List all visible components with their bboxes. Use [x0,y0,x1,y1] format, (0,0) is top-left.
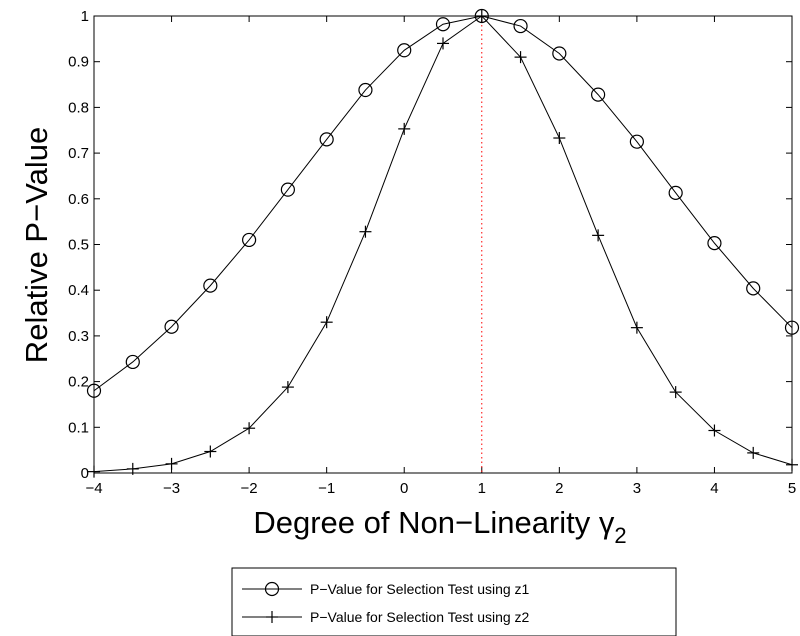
legend-item: P−Value for Selection Test using z2 [242,609,530,625]
data-point-circle [552,46,567,61]
y-tick-label: 0.3 [68,328,89,345]
data-point-circle [435,17,451,32]
x-tick-label: 4 [710,480,718,497]
y-tick-label: 0.2 [68,374,89,391]
x-axis-title-subscript: 2 [614,523,626,548]
x-axis-title-text: Degree of Non−Linearity γ [253,505,615,540]
data-point-circle [125,354,140,370]
y-axis-title: Relative P−Value [19,127,54,363]
data-point-plus [669,386,682,399]
data-point-circle [242,232,257,248]
data-point-plus [88,465,100,478]
y-tick-label: 1 [81,8,89,25]
data-point-circle [264,581,280,597]
data-point-circle [358,82,373,98]
plot-frame [93,15,793,474]
series-line [93,15,793,473]
series-1 [86,8,800,398]
x-tick-label: 2 [555,480,563,497]
data-point-circle [319,132,334,147]
data-point-plus [320,316,333,329]
data-point-circle [707,236,722,251]
data-point-plus [359,225,372,238]
data-point-circle [86,383,102,398]
data-point-circle [784,320,800,335]
x-tick-label: −1 [318,480,335,497]
data-point-plus [281,381,294,394]
series-2 [88,10,798,478]
series-line [93,15,793,392]
y-tick-label: 0.5 [68,237,89,254]
data-point-circle [591,87,606,102]
data-point-circle [397,43,412,58]
x-tick-label: −2 [241,480,258,497]
data-point-circle [474,8,489,24]
data-point-plus [243,422,256,435]
data-point-plus [204,445,217,458]
data-point-plus [592,229,605,242]
y-tick-label: 0.1 [68,419,89,436]
data-point-plus [630,321,643,334]
y-tick-label: 0 [81,465,89,482]
data-point-plus [437,37,449,50]
x-tick-label: 0 [400,480,408,497]
data-point-circle [668,185,683,200]
x-tick-label: −3 [163,480,180,497]
data-point-circle [203,278,218,293]
data-point-circle [164,319,179,334]
x-tick-label: 3 [633,480,641,497]
data-point-circle [746,281,761,296]
x-tick-label: −4 [85,480,102,497]
data-point-plus [786,458,798,471]
y-tick-label: 0.4 [68,282,89,299]
legend-box [231,567,677,636]
data-point-plus [266,611,278,623]
y-tick-label: 0.7 [68,145,89,162]
data-point-plus [165,457,178,470]
legend-label: P−Value for Selection Test using z1 [310,581,530,597]
data-point-circle [513,18,528,34]
x-tick-label: 5 [788,480,796,497]
data-point-plus [553,132,566,145]
y-tick-label: 0.9 [68,54,89,71]
data-point-circle [629,134,644,149]
y-tick-label: 0.6 [68,191,89,208]
data-point-plus [514,51,527,64]
x-axis-title: Degree of Non−Linearity γ2 [253,505,626,548]
data-point-plus [475,10,488,22]
legend-item: P−Value for Selection Test using z1 [242,581,530,597]
data-point-plus [747,446,760,459]
data-point-circle [280,182,295,197]
legend-label: P−Value for Selection Test using z2 [310,609,530,625]
data-point-plus [398,122,411,135]
plot-area: −4 −3 −2 −1 0 1 2 3 4 5 0 0.1 0.2 0.3 0.4 0.5 0.6 0.7 0.8 0… [68,8,800,497]
legend: P−Value for Selection Test using z1 P−Val… [231,567,677,636]
data-point-plus [126,462,139,475]
data-point-plus [708,424,721,437]
y-tick-label: 0.8 [68,99,89,116]
x-tick-label: 1 [478,480,486,497]
